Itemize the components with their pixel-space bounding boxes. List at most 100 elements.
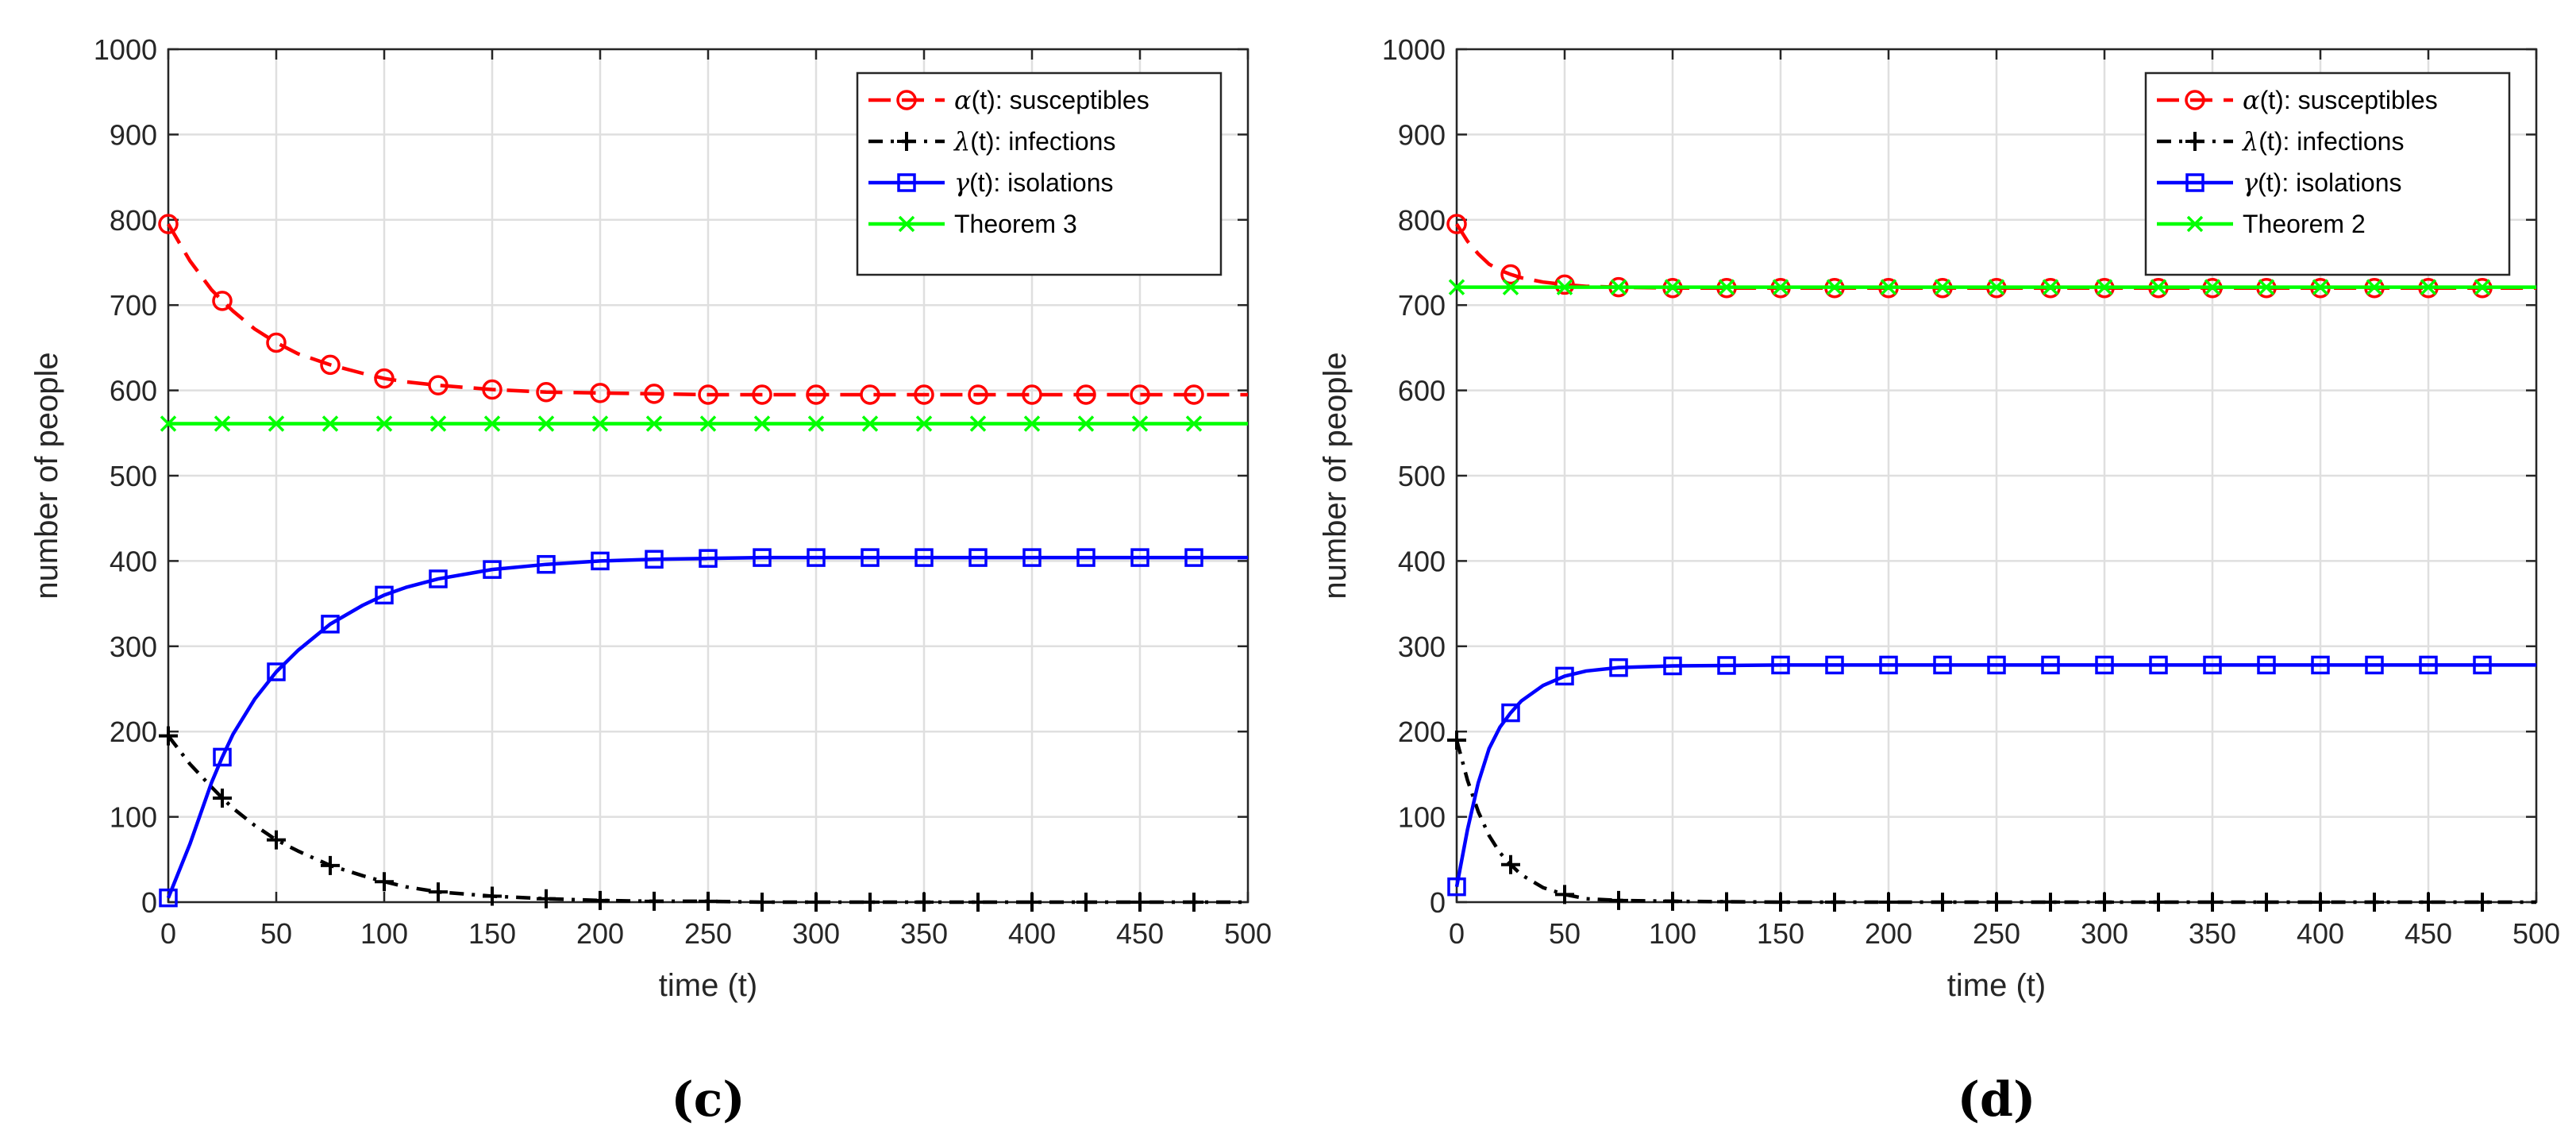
- x-tick-label: 300: [792, 917, 840, 950]
- series-marker: [429, 415, 447, 432]
- series-marker: [1609, 890, 1628, 910]
- series-marker: [2149, 893, 2168, 912]
- legend-greek-symbol: λ: [953, 126, 970, 156]
- series-marker: [590, 383, 610, 403]
- series-marker: [2203, 655, 2222, 675]
- series-marker: [698, 384, 718, 405]
- legend-marker: [2185, 90, 2205, 110]
- series-marker: [753, 548, 772, 567]
- legend-marker: [897, 173, 916, 192]
- legend-box: [2144, 71, 2511, 276]
- x-tick-label: 0: [160, 917, 176, 950]
- series-marker: [267, 662, 286, 681]
- series-marker: [1826, 279, 1843, 295]
- series-marker: [1825, 655, 1844, 675]
- legend-marker: [2186, 215, 2204, 233]
- series-marker: [1771, 655, 1790, 675]
- x-tick-label: 50: [1549, 917, 1581, 950]
- legend-marker: [896, 90, 917, 110]
- series-marker: [860, 384, 880, 405]
- series-marker: [806, 384, 826, 405]
- series-marker: [1718, 279, 1735, 295]
- series-marker: [1130, 893, 1149, 912]
- x-tick-label: 150: [468, 917, 516, 950]
- series-marker: [1663, 891, 1682, 911]
- series-marker: [322, 415, 339, 432]
- series-line: [167, 735, 1248, 905]
- series-2: [1447, 655, 2536, 897]
- series-marker: [2150, 279, 2167, 295]
- series-marker: [1879, 655, 1898, 675]
- legend: α(t): susceptibles λ(t): infections γ(t): …: [856, 71, 1223, 276]
- x-tick-label: 400: [1008, 917, 1056, 950]
- series-marker: [374, 368, 395, 389]
- series-marker: [861, 893, 880, 912]
- legend-greek-symbol: α: [954, 85, 972, 115]
- series-line: [167, 223, 1248, 397]
- legend-marker: [898, 215, 915, 233]
- legend-label: α(t): susceptibles: [954, 85, 1149, 115]
- y-tick-label: 0: [1430, 886, 1446, 919]
- series-marker: [1501, 703, 1520, 723]
- series-marker: [1022, 548, 1042, 567]
- legend-label: λ(t): infections: [953, 126, 1115, 156]
- legend-text: (t): isolations: [969, 168, 1113, 197]
- series-marker: [537, 554, 556, 574]
- series-marker: [537, 415, 555, 432]
- series-marker: [645, 891, 664, 911]
- x-tick-label: 500: [2512, 917, 2560, 950]
- series-marker: [212, 291, 233, 311]
- series-3: [1448, 279, 2536, 295]
- legend-label: Theorem 2: [2243, 210, 2366, 238]
- series-marker: [1555, 885, 1574, 905]
- y-tick-label: 500: [110, 460, 157, 492]
- y-tick-label: 400: [1398, 545, 1446, 577]
- legend-label: γ(t): isolations: [954, 168, 1114, 198]
- y-tick-label: 600: [1398, 375, 1446, 407]
- x-tick-label: 200: [576, 917, 624, 950]
- legend-text: (t): isolations: [2258, 168, 2401, 197]
- series-marker: [266, 332, 287, 353]
- y-tick-label: 300: [1398, 631, 1446, 663]
- y-tick-label: 1000: [1382, 33, 1446, 66]
- series-marker: [914, 384, 934, 405]
- series-marker: [375, 415, 393, 432]
- series-marker: [1022, 384, 1042, 405]
- series-marker: [753, 893, 772, 912]
- series-2: [159, 548, 1248, 908]
- series-marker: [1664, 279, 1681, 295]
- series-marker: [213, 747, 232, 767]
- series-marker: [591, 415, 609, 432]
- series-marker: [1184, 384, 1204, 405]
- series-marker: [753, 415, 771, 432]
- series-marker: [968, 893, 988, 912]
- series-marker: [1502, 279, 1519, 295]
- y-tick-label: 0: [141, 886, 157, 919]
- series-marker: [2095, 893, 2114, 912]
- series-marker: [968, 548, 988, 567]
- series-marker: [1771, 893, 1790, 912]
- series-marker: [1500, 264, 1521, 285]
- series-line: [1454, 663, 2536, 888]
- y-tick-label: 900: [110, 118, 157, 151]
- legend-text: Theorem 2: [2243, 210, 2366, 238]
- series-marker: [1184, 548, 1203, 567]
- series-marker: [914, 893, 934, 912]
- series-marker: [268, 415, 285, 432]
- legend-label: λ(t): infections: [2241, 126, 2404, 156]
- y-tick-label: 800: [110, 204, 157, 237]
- y-tick-label: 600: [110, 375, 157, 407]
- x-tick-label: 300: [2081, 917, 2128, 950]
- series-marker: [1772, 279, 1789, 295]
- series-marker: [2474, 279, 2491, 295]
- y-tick-label: 200: [1398, 716, 1446, 748]
- legend-text: Theorem 3: [954, 210, 1077, 238]
- series-marker: [1023, 415, 1041, 432]
- series-marker: [1446, 214, 1467, 234]
- series-marker: [807, 893, 826, 912]
- y-tick-label: 1000: [94, 33, 157, 66]
- series-marker: [536, 381, 556, 403]
- legend-text: (t): susceptibles: [2260, 86, 2438, 114]
- series-marker: [1022, 893, 1042, 912]
- series-marker: [159, 726, 178, 746]
